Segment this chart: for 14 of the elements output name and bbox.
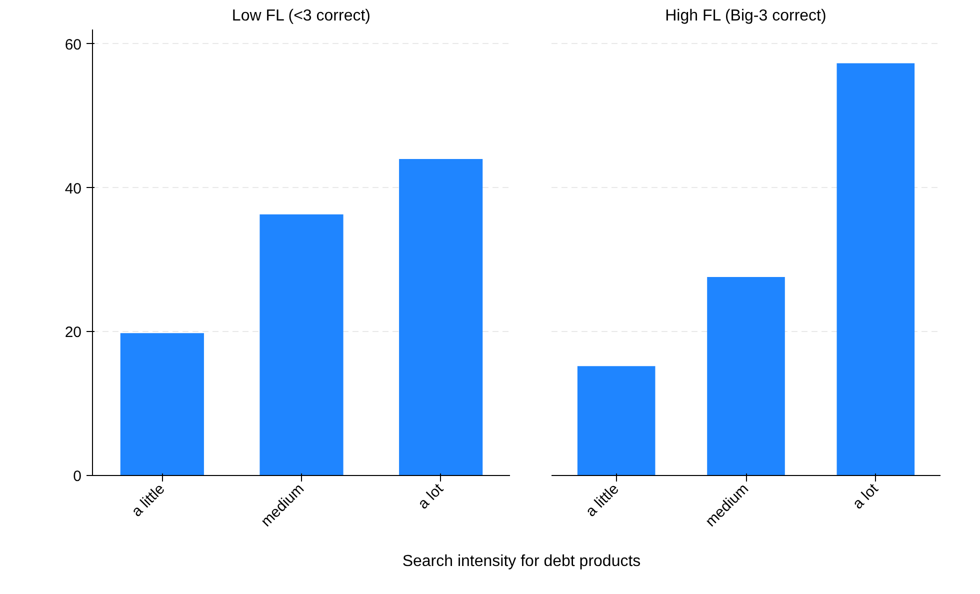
bar [260,214,344,476]
y-tick-label: 60 [64,36,82,54]
x-axis-title: Search intensity for debt products [402,553,641,570]
chart-title: High FL (Big-3 correct) [665,8,826,24]
x-tick-label: a little [582,480,622,520]
y-tick-label: 40 [64,180,82,198]
x-tick-label: a lot [414,480,448,513]
y-tick-label: 0 [73,468,82,485]
x-tick-label: a little [128,480,168,520]
x-tick-label: a lot [850,480,882,513]
bar [120,333,204,476]
chart-title: Low FL (<3 correct) [232,8,370,24]
y-tick-label: 20 [64,324,82,342]
bar [399,158,483,476]
